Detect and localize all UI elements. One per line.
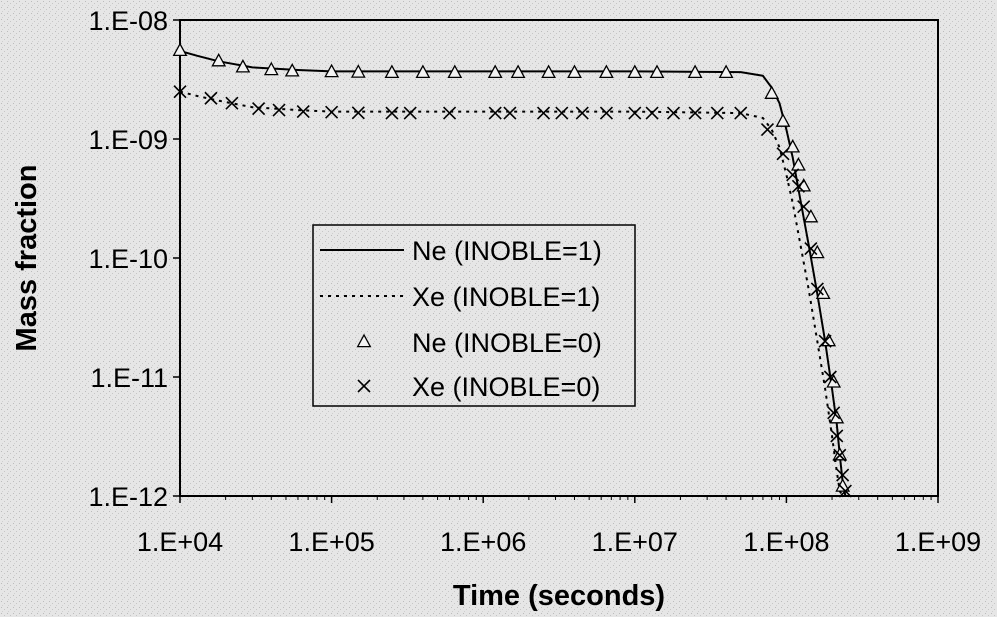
x-tick-label: 1.E+04 — [137, 527, 223, 557]
y-tick-label: 1.E-12 — [88, 482, 168, 512]
ne-inoble0-point — [541, 64, 556, 79]
xe-inoble0-point — [818, 334, 832, 348]
legend-label: Ne (INOBLE=0) — [412, 328, 602, 358]
ne-inoble0-point — [284, 63, 300, 77]
xe-inoble0-point — [786, 168, 800, 182]
xe-inoble0-point — [833, 448, 847, 462]
y-tick-label: 1.E-11 — [90, 363, 168, 393]
ne-inoble0-point — [567, 64, 582, 79]
legend-box — [312, 224, 636, 407]
ne-inoble0-point — [718, 64, 734, 79]
xe-inoble0-point — [403, 106, 417, 120]
xe-inoble0-point — [272, 103, 286, 117]
ne-inoble0-point — [324, 63, 339, 78]
xe-inoble0-point — [688, 106, 702, 120]
xe-inoble0-point — [797, 200, 811, 214]
y-tick-labels: 1.E-08 1.E-09 1.E-10 1.E-11 1.E-12 — [88, 6, 168, 512]
xe-inoble0-point — [760, 123, 775, 137]
series-ne-inoble1-line — [180, 49, 847, 496]
ne-inoble0-point — [627, 64, 643, 79]
x-tick-label: 1.E+05 — [288, 527, 374, 557]
xe-inoble0-point — [443, 106, 457, 120]
xe-inoble0-point — [628, 106, 642, 120]
xe-inoble0-point — [536, 106, 551, 120]
xe-inoble0-point — [488, 106, 502, 120]
xe-inoble0-point — [296, 105, 310, 119]
ne-inoble0-point — [211, 52, 227, 67]
legend-label: Ne (INOBLE=1) — [412, 236, 602, 266]
y-tick-label: 1.E-08 — [88, 6, 168, 36]
ne-inoble0-point — [263, 61, 279, 76]
x-tick-label: 1.E+09 — [895, 527, 981, 557]
ne-inoble0-point — [510, 64, 526, 79]
ne-inoble0-point — [235, 59, 251, 73]
markers-layer — [172, 42, 852, 498]
xe-inoble0-point — [776, 147, 790, 161]
x-tick-label: 1.E+07 — [592, 527, 678, 557]
xe-inoble0-point — [503, 106, 517, 120]
ne-inoble0-point — [487, 64, 503, 79]
legend-label: Xe (INOBLE=1) — [412, 282, 600, 312]
ne-inoble0-point — [350, 64, 366, 78]
xe-inoble0-point — [666, 106, 681, 120]
y-tick-label: 1.E-10 — [88, 244, 168, 274]
xe-inoble0-point — [810, 282, 824, 296]
y-tick-label: 1.E-09 — [88, 125, 168, 155]
xe-inoble0-point — [791, 179, 805, 193]
xe-inoble0-point — [225, 96, 239, 110]
xe-inoble0-point — [385, 106, 399, 120]
xe-inoble0-point — [836, 468, 850, 482]
xe-inoble0-point — [710, 106, 724, 120]
ne-inoble0-point — [599, 64, 614, 79]
xe-inoble0-point — [351, 106, 365, 120]
axis-ticks — [173, 19, 939, 503]
xe-inoble0-point — [325, 105, 339, 119]
xe-inoble0-point — [827, 406, 841, 420]
ne-inoble0-point — [775, 113, 791, 127]
legend-label: Xe (INOBLE=0) — [412, 372, 600, 402]
xe-inoble0-point — [734, 106, 748, 120]
xe-inoble0-point — [804, 242, 818, 256]
x-axis-title: Time (seconds) — [453, 580, 665, 612]
legend: Ne (INOBLE=1) Xe (INOBLE=1) Ne (INOBLE=0) X… — [312, 224, 636, 407]
ne-inoble0-point — [764, 85, 780, 99]
ne-inoble0-point — [649, 64, 665, 79]
x-tick-labels: 1.E+04 1.E+05 1.E+06 1.E+07 1.E+08 1.E+09 — [137, 527, 981, 557]
series-layer — [180, 49, 847, 496]
xe-inoble0-point — [838, 484, 852, 498]
xe-inoble0-point — [173, 85, 187, 99]
x-tick-label: 1.E+08 — [743, 527, 829, 557]
ne-inoble0-point — [415, 64, 431, 79]
legend-swatch-cross — [357, 379, 371, 393]
ne-inoble0-point — [803, 208, 819, 223]
xe-inoble0-point — [645, 106, 659, 120]
ne-inoble0-point — [687, 64, 703, 79]
xe-inoble0-point — [830, 429, 844, 443]
xe-inoble0-point — [575, 106, 589, 120]
x-tick-label: 1.E+06 — [440, 527, 526, 557]
xe-inoble0-point — [252, 102, 266, 116]
xe-inoble0-point — [599, 106, 614, 120]
xe-inoble0-point — [823, 370, 837, 384]
ne-inoble0-point — [785, 139, 801, 153]
ne-inoble0-point — [832, 446, 848, 461]
y-axis-title: Mass fraction — [11, 165, 43, 352]
series-xe-inoble1-line — [180, 90, 846, 496]
ne-inoble0-point — [384, 64, 400, 79]
xe-inoble0-point — [555, 106, 569, 120]
xe-inoble0-point — [204, 91, 218, 105]
legend-swatch-triangle — [356, 333, 372, 348]
ne-inoble0-point — [172, 42, 188, 57]
ne-inoble0-point — [447, 64, 463, 79]
